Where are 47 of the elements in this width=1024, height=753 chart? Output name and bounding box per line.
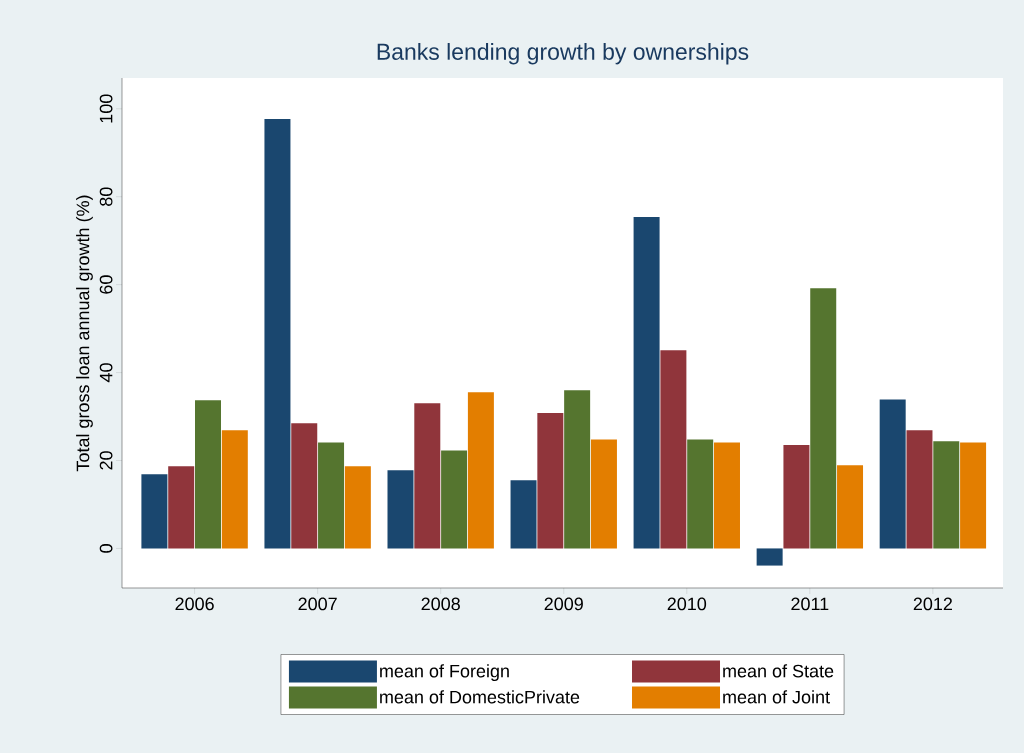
bar [537,413,564,549]
x-tick-label: 2012 [913,597,952,611]
bar [141,474,168,549]
y-tick-label: 60 [99,275,113,294]
y-axis-title: Total gross loan annual growth (%) [76,195,93,472]
legend-label: mean of DomesticPrivate [380,690,580,704]
bar [590,439,617,549]
legend-label: mean of Foreign [380,664,509,682]
x-tick-label: 2007 [298,597,337,611]
legend-label: mean of Joint [723,690,830,704]
bar [441,450,468,549]
bar [291,423,318,549]
legend-label: mean of State [723,664,834,678]
bar [933,441,960,549]
chart-title: Banks lending growth by ownerships [377,43,749,65]
bar [633,216,660,549]
bar [168,466,195,549]
y-tick-label: 40 [99,363,113,383]
bar [344,466,371,549]
x-tick-label: 2008 [421,597,460,611]
bar [810,288,837,549]
bar [756,548,783,566]
bar [264,118,291,549]
y-tick-label: 20 [99,451,113,470]
bar [660,350,687,549]
x-tick-label: 2006 [175,597,214,611]
x-tick-label: 2010 [667,597,707,611]
y-tick-label: 100 [99,94,113,123]
bar [687,439,714,549]
bar [837,465,864,549]
bar [783,445,810,549]
bar [318,442,345,549]
bar [195,400,221,549]
x-tick-label: 2009 [544,597,583,611]
x-tick-label: 2011 [791,597,829,611]
bar [221,430,248,549]
bar [387,470,414,549]
bar [960,442,987,549]
bar [906,430,933,549]
bar [879,399,906,549]
bar [713,442,740,549]
bar [564,390,591,549]
y-tick-label: 80 [99,187,113,206]
bar [414,403,441,549]
y-tick-label: 0 [99,544,113,553]
bar [510,480,537,549]
bar [467,392,494,549]
